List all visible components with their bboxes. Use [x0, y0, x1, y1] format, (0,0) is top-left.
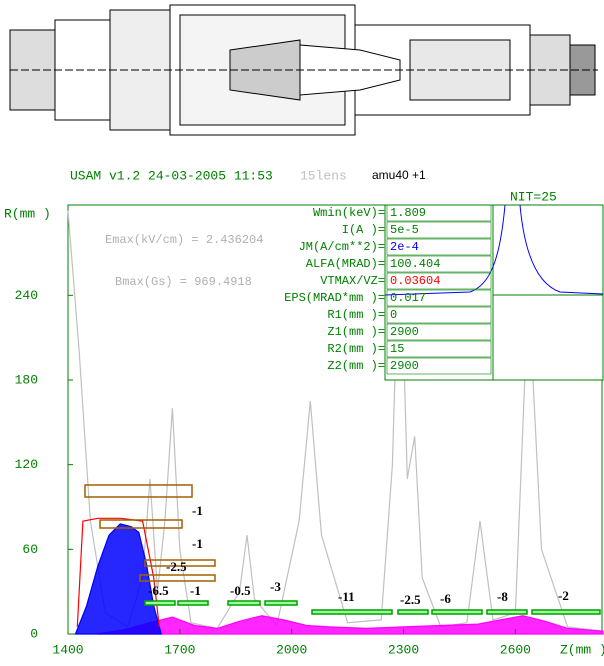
- iteration: NIT=25: [510, 189, 557, 204]
- area: [76, 524, 162, 634]
- electrode-label: -3: [270, 579, 281, 594]
- electrode-label: -1: [190, 583, 201, 598]
- field-note: Emax(kV/cm) = 2.436204: [105, 233, 263, 247]
- parameter-value: 5e-5: [390, 223, 419, 237]
- electrode-label: -11: [338, 589, 355, 604]
- subtitle: 15lens: [300, 168, 347, 183]
- parameter-label: Z2(mm )=: [327, 359, 385, 373]
- parameter-label: Z1(mm )=: [327, 325, 385, 339]
- y-tick-label: 180: [15, 372, 38, 387]
- parameter-value: 15: [390, 342, 404, 356]
- x-tick-label: 2600: [500, 642, 531, 657]
- x-tick-label: 2300: [388, 642, 419, 657]
- electrode-label: -6.5: [148, 583, 169, 598]
- electrode-label: -8: [497, 589, 508, 604]
- field-note: Bmax(Gs) = 969.4918: [115, 275, 252, 289]
- electrode-label: -2.5: [400, 592, 421, 607]
- screen: USAM v1.2 24-03-2005 11:53 15lens amu40 …: [0, 0, 604, 661]
- electrode-label: -6: [440, 591, 451, 606]
- parameter-label: R2(mm )=: [327, 342, 385, 356]
- parameter-value: 0: [390, 308, 397, 322]
- electrode-label: -1: [192, 503, 203, 518]
- parameter-value: 0.017: [390, 291, 426, 305]
- y-axis-label: R(mm ): [4, 206, 51, 221]
- x-axis-label: Z(mm ): [560, 642, 604, 657]
- y-tick-label: 240: [15, 288, 38, 303]
- parameter-value: 2900: [390, 359, 419, 373]
- y-tick-label: 0: [30, 626, 38, 641]
- parameter-value: 1.809: [390, 206, 426, 220]
- y-tick-label: 60: [22, 542, 38, 557]
- parameter-label: VTMAX/VZ=: [320, 274, 385, 288]
- parameter-label: EPS(MRAD*mm )=: [284, 291, 385, 305]
- electrode-label: -2: [558, 588, 569, 603]
- parameter-value: 100.404: [390, 257, 440, 271]
- electrode-label: -0.5: [230, 583, 251, 598]
- ion: amu40 +1: [372, 168, 426, 182]
- parameter-label: JM(A/cm**2)=: [299, 240, 385, 254]
- x-tick-label: 2000: [276, 642, 307, 657]
- electrode-label: -2.5: [166, 559, 187, 574]
- device-drawing: [10, 5, 598, 135]
- parameter-label: ALFA(MRAD)=: [306, 257, 385, 271]
- area: [98, 616, 603, 634]
- x-tick-label: 1700: [164, 642, 195, 657]
- parameter-label: I(A )=: [342, 223, 385, 237]
- electrode-label: -1: [192, 536, 203, 551]
- title: USAM v1.2 24-03-2005 11:53: [70, 168, 273, 183]
- x-tick-label: 1400: [52, 642, 83, 657]
- parameter-label: R1(mm )=: [327, 308, 385, 322]
- parameter-value: 0.03604: [390, 274, 440, 288]
- parameter-value: 2e-4: [390, 240, 419, 254]
- y-tick-label: 120: [15, 457, 38, 472]
- parameter-value: 2900: [390, 325, 419, 339]
- parameter-label: Wmin(keV)=: [313, 206, 385, 220]
